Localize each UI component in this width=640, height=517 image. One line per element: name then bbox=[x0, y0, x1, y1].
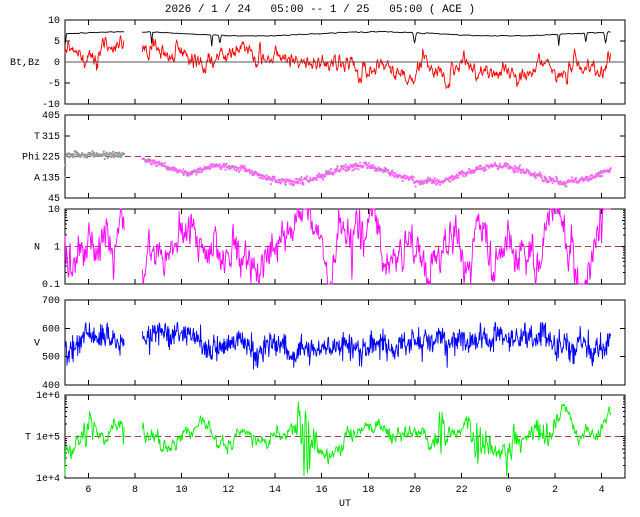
svg-text:10: 10 bbox=[48, 205, 60, 216]
svg-text:10: 10 bbox=[48, 16, 60, 27]
svg-text:N: N bbox=[34, 243, 40, 254]
svg-text:Phi: Phi bbox=[22, 152, 40, 164]
svg-text:1: 1 bbox=[54, 243, 60, 254]
svg-text:16: 16 bbox=[316, 485, 328, 496]
svg-text:14: 14 bbox=[269, 485, 281, 496]
svg-text:-5: -5 bbox=[48, 79, 60, 90]
svg-text:T: T bbox=[34, 132, 40, 143]
svg-text:405: 405 bbox=[42, 111, 60, 122]
svg-text:1e+6: 1e+6 bbox=[36, 391, 60, 402]
svg-text:12: 12 bbox=[222, 485, 234, 496]
svg-text:500: 500 bbox=[42, 353, 60, 364]
svg-text:45: 45 bbox=[48, 194, 60, 205]
svg-text:600: 600 bbox=[42, 324, 60, 335]
svg-text:A: A bbox=[34, 173, 40, 184]
svg-text:1e+5: 1e+5 bbox=[36, 433, 60, 444]
svg-text:6: 6 bbox=[85, 485, 91, 496]
svg-text:20: 20 bbox=[409, 485, 421, 496]
svg-text:2: 2 bbox=[552, 485, 558, 496]
svg-text:225: 225 bbox=[42, 153, 60, 164]
svg-text:135: 135 bbox=[42, 173, 60, 184]
svg-text:0.1: 0.1 bbox=[42, 280, 60, 291]
svg-text:V: V bbox=[34, 339, 40, 350]
svg-text:-10: -10 bbox=[42, 100, 60, 111]
svg-text:Bt,Bz: Bt,Bz bbox=[10, 58, 40, 69]
svg-text:0: 0 bbox=[54, 58, 60, 69]
svg-text:18: 18 bbox=[362, 485, 374, 496]
svg-text:4: 4 bbox=[599, 485, 605, 496]
svg-text:5: 5 bbox=[54, 37, 60, 48]
svg-text:8: 8 bbox=[132, 485, 138, 496]
svg-text:T: T bbox=[25, 433, 31, 444]
svg-text:22: 22 bbox=[456, 485, 468, 496]
svg-text:10: 10 bbox=[176, 485, 188, 496]
svg-text:2026 / 1 / 24 05:00 -- 1 / 2: 2026 / 1 / 24 05:00 -- 1 / 25 05:00 ( AC… bbox=[165, 4, 475, 16]
svg-text:UT: UT bbox=[339, 499, 351, 510]
svg-text:1e+4: 1e+4 bbox=[36, 474, 60, 485]
svg-text:315: 315 bbox=[42, 132, 60, 143]
svg-text:0: 0 bbox=[505, 485, 511, 496]
svg-text:700: 700 bbox=[42, 296, 60, 307]
